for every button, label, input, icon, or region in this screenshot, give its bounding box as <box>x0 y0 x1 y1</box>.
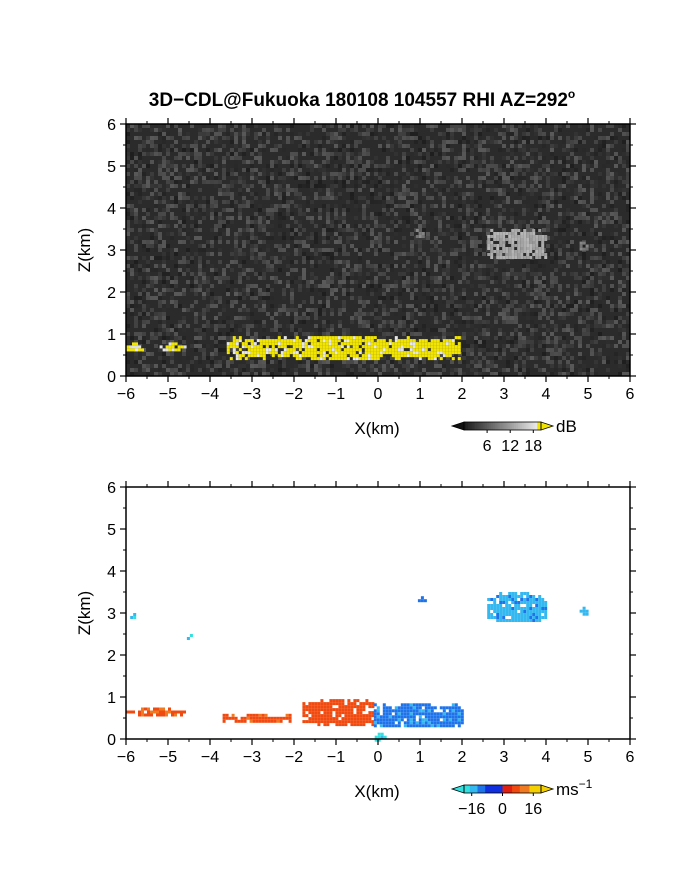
y-tick-label: 6 <box>107 480 116 497</box>
colorbar-low-arrow <box>450 421 465 431</box>
colorbar-tick-label: 6 <box>483 438 492 455</box>
x-tick-label: 5 <box>584 386 593 403</box>
x-tick-label: −2 <box>285 386 303 403</box>
reflectivity-axes: −6 −5 −4 −3 −2 −1 0 1 2 3 4 5 6 0 1 2 3 4 5 6 <box>107 117 636 403</box>
y-tick-label: 2 <box>107 285 116 302</box>
velocity-xlabel: X(km) <box>354 782 399 801</box>
x-tick-label: −6 <box>117 386 135 403</box>
y-tick-label: 6 <box>107 117 116 134</box>
echo-region-5 <box>487 592 548 622</box>
x-tick-label: 4 <box>542 749 551 766</box>
echo-region-1 <box>126 342 144 352</box>
colorbar-tick-label: 12 <box>501 438 519 455</box>
x-tick-label: 3 <box>500 749 509 766</box>
velocity-plot-area <box>126 487 630 742</box>
velocity-colorbar: −16 0 16 <box>450 784 555 818</box>
plot-background <box>126 487 630 739</box>
x-tick-label: 5 <box>584 749 593 766</box>
y-tick-label: 4 <box>107 201 116 218</box>
reflectivity-xlabel: X(km) <box>354 419 399 438</box>
x-tick-label: 6 <box>626 749 635 766</box>
echo-region-7 <box>579 606 589 616</box>
colorbar-tick-label: 16 <box>524 801 542 818</box>
x-tick-label: 6 <box>626 386 635 403</box>
x-tick-label: −1 <box>327 749 345 766</box>
echo-region-3 <box>302 699 375 727</box>
echo-region-5 <box>415 229 425 238</box>
x-tick-label: −3 <box>243 749 261 766</box>
x-tick-label: −4 <box>201 386 219 403</box>
echo-region-9 <box>186 634 193 640</box>
reflectivity-colorbar-unit: dB <box>556 417 577 436</box>
y-tick-label: 3 <box>107 243 116 260</box>
y-tick-label: 3 <box>107 606 116 623</box>
x-tick-label: 2 <box>458 749 467 766</box>
echo-region-6 <box>417 596 427 603</box>
x-tick-label: −4 <box>201 749 219 766</box>
x-tick-label: −3 <box>243 386 261 403</box>
y-tick-label: 2 <box>107 648 116 665</box>
echo-region-8 <box>130 613 137 619</box>
x-tick-label: −5 <box>159 386 177 403</box>
y-tick-label: 0 <box>107 732 116 749</box>
reflectivity-colorbar: 6 12 18 <box>450 421 555 455</box>
x-tick-label: 3 <box>500 386 509 403</box>
echo-region-4 <box>373 703 464 728</box>
x-tick-label: 1 <box>416 749 425 766</box>
x-tick-label: 0 <box>374 386 383 403</box>
colorbar-tick-label: 18 <box>524 438 542 455</box>
x-tick-label: 2 <box>458 386 467 403</box>
echo-region-2 <box>159 342 187 352</box>
y-tick-label: 5 <box>107 522 116 539</box>
velocity-ylabel: Z(km) <box>75 591 94 635</box>
chart-title: 3D−CDL@Fukuoka 180108 104557 RHI AZ=292o <box>149 87 576 111</box>
x-tick-label: −5 <box>159 749 177 766</box>
echo-region-4 <box>487 229 548 259</box>
colorbar-high-arrow <box>540 421 555 431</box>
echo-region-2 <box>222 713 292 723</box>
y-tick-label: 5 <box>107 159 116 176</box>
echo-region-1 <box>126 707 186 717</box>
x-tick-label: −2 <box>285 749 303 766</box>
y-tick-label: 1 <box>107 327 116 344</box>
echo-region-6 <box>579 241 589 251</box>
echo-region-3 <box>226 336 461 361</box>
x-tick-label: 0 <box>374 749 383 766</box>
x-tick-label: −6 <box>117 749 135 766</box>
x-tick-label: 4 <box>542 386 551 403</box>
velocity-panel: −6 −5 −4 −3 −2 −1 0 1 2 3 4 5 6 0 1 2 3 4 5 6 Z(km) X(km) −… <box>75 480 636 818</box>
colorbar-low-arrow <box>450 784 465 794</box>
colorbar-tick-label: −16 <box>458 801 485 818</box>
colorbar-high-arrow <box>540 784 555 794</box>
y-tick-label: 1 <box>107 690 116 707</box>
y-tick-label: 4 <box>107 564 116 581</box>
velocity-axes: −6 −5 −4 −3 −2 −1 0 1 2 3 4 5 6 0 1 2 3 4 5 6 <box>107 480 636 766</box>
x-tick-label: −1 <box>327 386 345 403</box>
echo-region-10 <box>374 732 387 742</box>
velocity-colorbar-unit: ms−1 <box>556 777 593 799</box>
reflectivity-plot-area <box>126 124 630 376</box>
y-tick-label: 0 <box>107 369 116 386</box>
colorbar-tick-label: 0 <box>498 801 507 818</box>
x-tick-label: 1 <box>416 386 425 403</box>
reflectivity-ylabel: Z(km) <box>75 228 94 272</box>
